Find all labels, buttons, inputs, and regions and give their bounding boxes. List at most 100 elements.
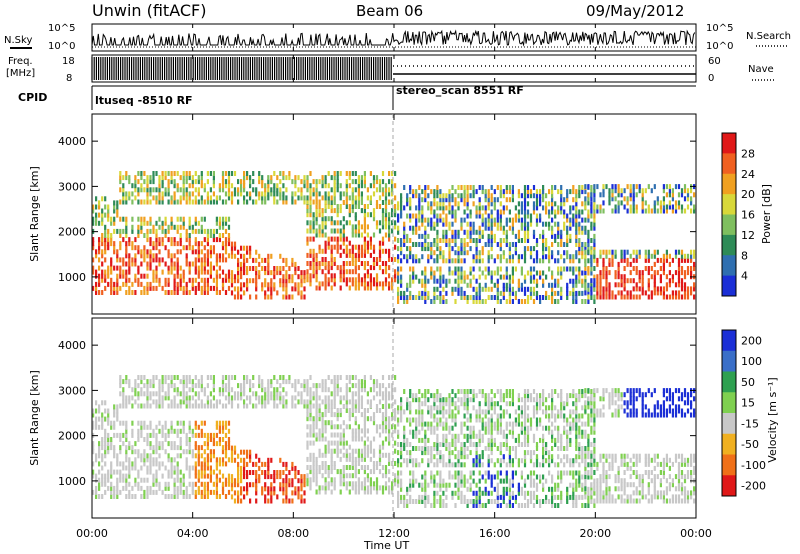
power-cell [318, 281, 321, 287]
velocity-cell [167, 469, 170, 475]
velocity-cell [197, 383, 200, 389]
velocity-cell [182, 379, 185, 385]
power-cell [140, 216, 143, 222]
velocity-cell [122, 465, 125, 471]
velocity-cell [104, 400, 107, 406]
velocity-cell [375, 408, 379, 413]
velocity-cell [125, 473, 128, 479]
velocity-cell [176, 477, 179, 483]
power-cell [107, 269, 110, 275]
velocity-cell [246, 449, 249, 455]
power-cell [575, 238, 578, 243]
velocity-cell [185, 391, 188, 397]
power-cell [511, 242, 514, 247]
power-cell [529, 213, 533, 219]
power-cell [566, 290, 569, 296]
velocity-cell [152, 383, 155, 389]
velocity-cell [182, 420, 185, 426]
power-cell [146, 249, 149, 255]
power-cell [92, 245, 95, 251]
power-cell [158, 179, 161, 185]
velocity-cell [357, 387, 360, 393]
power-cell [333, 228, 336, 234]
power-cell [680, 192, 684, 198]
power-cell [212, 277, 215, 283]
power-cell [164, 191, 167, 197]
power-cell [427, 290, 430, 296]
velocity-cell [179, 453, 182, 459]
power-cell [587, 299, 590, 304]
power-cell [240, 274, 243, 280]
power-cell [261, 199, 264, 205]
velocity-cell [315, 477, 318, 483]
velocity-cell [95, 477, 98, 483]
velocity-cell [327, 375, 330, 380]
power-cell [481, 250, 484, 256]
velocity-cell [381, 416, 385, 422]
power-cell [333, 236, 336, 242]
power-cell [629, 208, 632, 214]
velocity-cell [173, 387, 176, 393]
power-cell [330, 204, 333, 209]
velocity-cell [421, 486, 424, 492]
velocity-cell [460, 401, 463, 407]
power-cell [95, 249, 98, 255]
power-cell [388, 236, 391, 242]
power-cell [442, 221, 445, 227]
velocity-cell [176, 489, 179, 495]
power-cell [620, 257, 623, 263]
velocity-cell [342, 432, 345, 438]
velocity-cell [300, 478, 303, 484]
velocity-cell [188, 473, 191, 479]
velocity-cell [369, 485, 372, 491]
power-cell [101, 261, 104, 267]
power-cell [596, 290, 599, 296]
velocity-cell [146, 453, 149, 459]
power-cell [590, 189, 593, 195]
power-cell [240, 187, 243, 193]
velocity-cell [454, 470, 457, 476]
power-cell [517, 189, 520, 195]
velocity-cell [339, 436, 342, 442]
power-cell [590, 278, 593, 284]
power-cell [119, 245, 122, 251]
velocity-cell [206, 403, 209, 409]
velocity-cell [98, 485, 101, 491]
power-cell [372, 248, 376, 254]
velocity-cell [321, 379, 324, 385]
velocity-cell [194, 453, 197, 459]
power-cell [161, 224, 164, 230]
power-cell [572, 213, 575, 219]
velocity-cell [466, 478, 469, 484]
power-cell [230, 245, 234, 251]
power-cell [306, 195, 309, 201]
power-cell [445, 193, 448, 199]
power-cell [321, 281, 324, 287]
velocity-cell [176, 485, 179, 491]
power-cell [596, 282, 599, 288]
power-cell [499, 193, 502, 199]
velocity-cell [463, 389, 466, 394]
power-cell [397, 225, 400, 231]
velocity-cell [442, 503, 445, 508]
power-cell [200, 179, 203, 185]
velocity-cell [273, 470, 276, 475]
velocity-cell [478, 503, 481, 508]
power-cell [128, 241, 131, 247]
power-cell [285, 278, 288, 284]
velocity-cell [330, 481, 333, 487]
velocity-cell [354, 391, 357, 397]
power-cell [324, 248, 327, 254]
power-cell [391, 199, 394, 205]
velocity-cell [243, 383, 246, 389]
power-cell [285, 286, 288, 292]
power-cell [572, 221, 575, 227]
power-cell [647, 282, 650, 288]
velocity-cell [264, 461, 267, 467]
power-cell [539, 233, 542, 239]
power-cell [134, 179, 137, 185]
velocity-cell [378, 444, 382, 450]
power-cell [620, 282, 623, 288]
power-cell [363, 248, 366, 254]
velocity-cell [388, 416, 391, 422]
